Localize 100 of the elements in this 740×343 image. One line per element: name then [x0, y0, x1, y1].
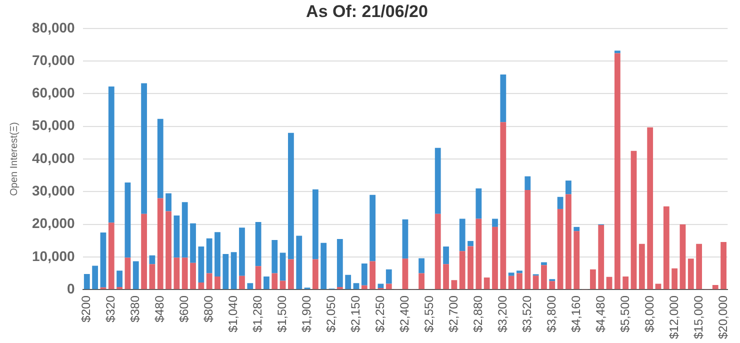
bar: [84, 274, 90, 290]
bar: [214, 276, 220, 290]
bar: [541, 262, 547, 266]
bar: [630, 150, 637, 290]
x-tick-label: $2,400: [398, 295, 412, 332]
bar: [451, 280, 458, 290]
bar: [459, 218, 466, 252]
bar: [370, 261, 376, 290]
bar: [598, 224, 604, 290]
x-tick-label: $800: [202, 295, 216, 322]
bar: [174, 258, 180, 290]
bar: [166, 211, 172, 290]
bar: [141, 83, 147, 214]
bar: [663, 206, 670, 290]
bar: [557, 208, 564, 290]
bar: [198, 282, 204, 290]
bar: [443, 264, 449, 290]
bar: [557, 196, 564, 209]
bar: [468, 246, 474, 290]
y-tick-label: 60,000: [32, 84, 76, 101]
bar: [696, 244, 702, 290]
bar: [182, 202, 188, 258]
bar: [230, 252, 237, 290]
bar: [492, 226, 498, 290]
bar: [288, 259, 294, 290]
bar: [264, 276, 270, 290]
bar: [206, 273, 212, 290]
bar: [476, 218, 482, 290]
y-tick-label: 10,000: [32, 248, 76, 264]
bar: [574, 231, 580, 290]
bar: [280, 280, 286, 290]
bar: [492, 218, 498, 227]
y-tick-label: 30,000: [32, 182, 76, 199]
bar: [272, 273, 278, 290]
bar: [484, 278, 490, 290]
x-tick-label: $480: [152, 295, 167, 322]
bar: [239, 276, 245, 290]
bar: [476, 188, 482, 219]
bar: [386, 269, 392, 284]
bar: [312, 189, 318, 260]
x-tick-label: $8,000: [642, 295, 656, 332]
x-tick-label: $1,500: [275, 295, 290, 332]
bar: [255, 266, 262, 290]
x-tick-label: $15,000: [691, 295, 706, 340]
bar: [190, 262, 196, 290]
bar: [361, 264, 368, 286]
bar: [272, 240, 278, 274]
bar: [116, 270, 122, 288]
bar: [206, 238, 212, 274]
bar: [508, 276, 514, 290]
bar: [320, 242, 327, 290]
y-axis-title: Open Interest(Ξ): [8, 122, 20, 196]
bar: [508, 272, 514, 276]
bar: [361, 285, 368, 290]
bar: [149, 255, 156, 264]
bar: [108, 86, 114, 223]
bar: [418, 258, 424, 274]
bar: [402, 258, 408, 290]
x-tick-label: $4,480: [593, 295, 608, 332]
x-tick-label: $3,200: [495, 295, 510, 332]
bar: [214, 232, 220, 277]
bar: [247, 283, 254, 290]
bar: [614, 53, 620, 290]
bar: [647, 127, 654, 290]
bar: [590, 269, 596, 290]
bar: [402, 219, 408, 259]
bar: [614, 50, 620, 54]
bar: [672, 268, 678, 290]
bar: [190, 223, 196, 263]
bar: [524, 190, 531, 290]
x-tick-label: $2,550: [422, 295, 436, 332]
bar: [141, 214, 147, 290]
y-tick-label: 40,000: [32, 150, 76, 166]
bar: [124, 182, 131, 258]
bar: [516, 273, 522, 290]
bar: [124, 258, 131, 290]
bar: [541, 265, 547, 290]
bar: [434, 214, 441, 290]
bar: [549, 281, 556, 290]
y-tick-label: 20,000: [32, 215, 76, 232]
bar: [688, 258, 694, 290]
x-tick-label: $4,160: [568, 295, 583, 332]
bar: [443, 246, 449, 264]
bar: [459, 251, 466, 290]
bar: [280, 252, 286, 281]
x-tick-label: $1,040: [226, 295, 240, 332]
bar: [296, 236, 302, 290]
x-tick-label: $2,150: [348, 295, 363, 332]
bar: [222, 254, 229, 290]
bar: [288, 132, 294, 260]
x-tick-label: $3,800: [544, 295, 558, 332]
bar: [239, 228, 245, 276]
chart-title: As Of: 21/06/20: [306, 2, 428, 21]
bar: [532, 276, 539, 290]
x-tick-label: $2,250: [373, 295, 388, 332]
x-tick-label: $1,280: [250, 295, 265, 332]
x-tick-label: $5,500: [618, 295, 632, 332]
bar: [174, 216, 180, 258]
bar: [386, 284, 392, 290]
bar: [108, 222, 114, 290]
